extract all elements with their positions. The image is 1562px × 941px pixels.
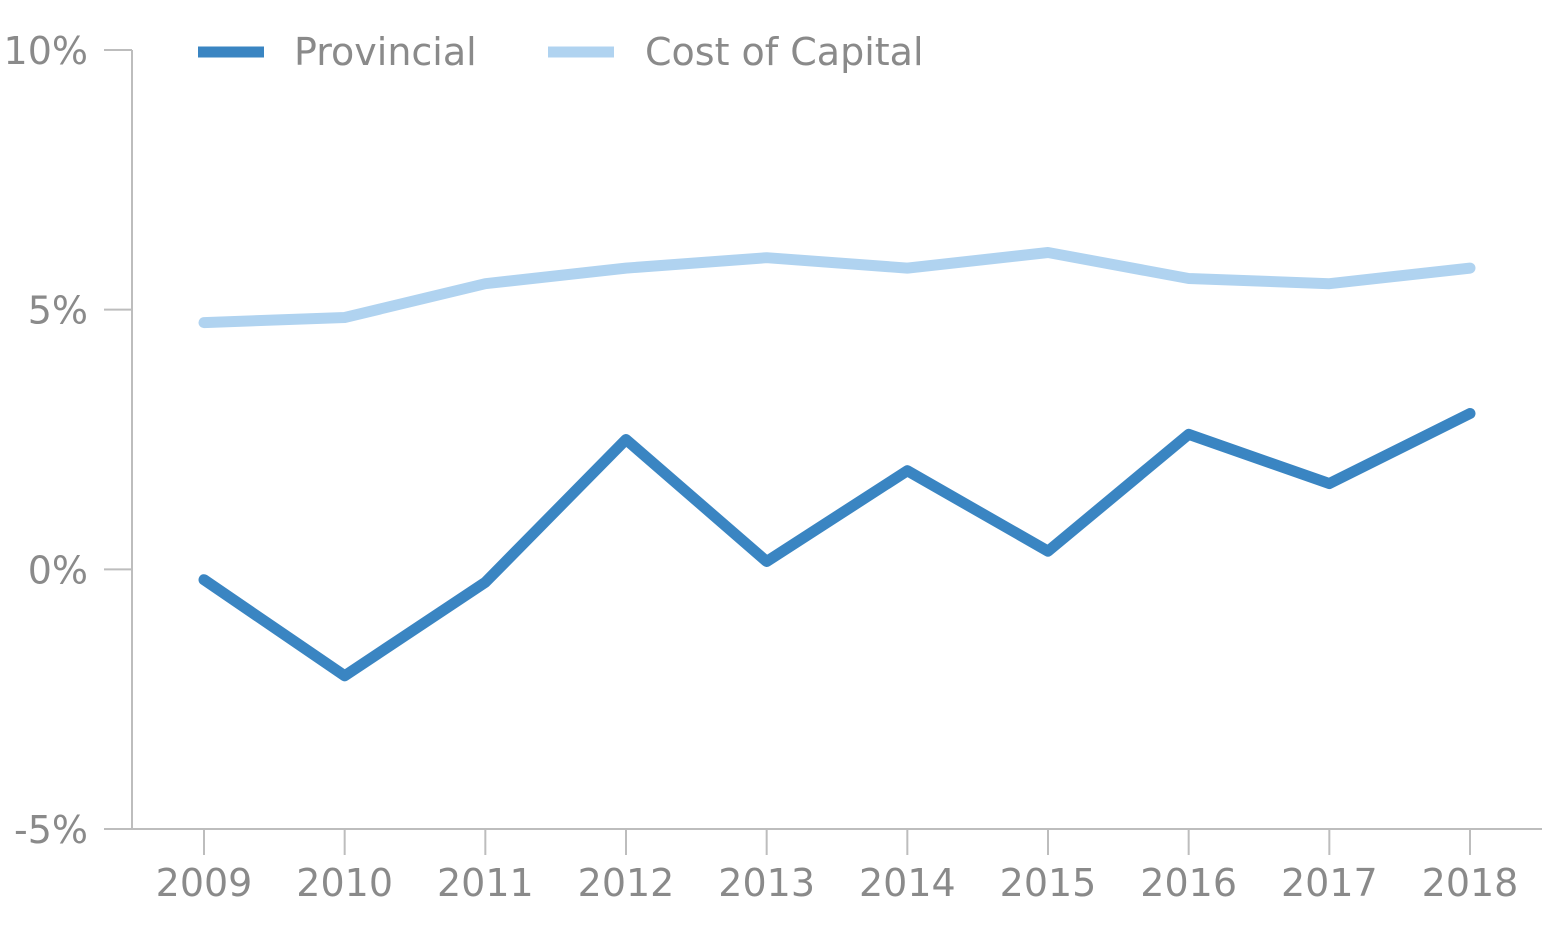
x-tick-label: 2010 — [296, 861, 393, 905]
x-tick-label: 2015 — [1000, 861, 1097, 905]
y-tick-label: 10% — [4, 29, 88, 73]
x-tick-label: 2014 — [859, 861, 956, 905]
legend-label-cost-of-capital: Cost of Capital — [645, 30, 924, 74]
legend: Provincial Cost of Capital — [198, 30, 924, 74]
legend-label-provincial: Provincial — [294, 30, 477, 74]
y-tick-label: 0% — [28, 548, 88, 592]
y-tick-label: -5% — [14, 808, 88, 852]
x-tick-label: 2018 — [1422, 861, 1519, 905]
x-tick-label: 2009 — [156, 861, 253, 905]
x-tick-label: 2012 — [578, 861, 675, 905]
x-tick-label: 2013 — [718, 861, 815, 905]
axes: -5% 0% 5% 10% 2009 2010 2011 2012 2013 2014 2015 20… — [4, 29, 1542, 905]
x-tick-label: 2011 — [437, 861, 534, 905]
series-line-provincial — [198, 408, 1476, 682]
series-line-cost-of-capital — [198, 247, 1476, 329]
x-tick-label: 2017 — [1281, 861, 1378, 905]
y-tick-label: 5% — [28, 289, 88, 333]
x-tick-label: 2016 — [1140, 861, 1237, 905]
series-lines — [198, 247, 1476, 682]
